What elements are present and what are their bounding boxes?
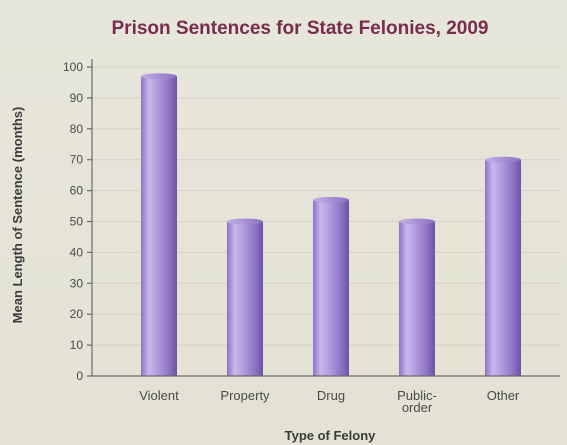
y-tick-label-70: 70 — [70, 153, 84, 167]
y-tick-label-90: 90 — [70, 91, 84, 105]
y-tick-label-10: 10 — [70, 338, 84, 352]
x-tick-label-2: Drug — [317, 388, 345, 403]
y-tick-label-100: 100 — [63, 60, 83, 74]
x-tick-label-3-line-0: Public- — [397, 388, 437, 403]
bar-4 — [485, 159, 521, 376]
y-tick-label-20: 20 — [70, 307, 84, 321]
bar-1 — [227, 221, 263, 376]
bar-top-2 — [313, 196, 349, 203]
y-tick-label-30: 30 — [70, 276, 84, 290]
bar-top-0 — [141, 73, 177, 80]
y-axis-title: Mean Length of Sentence (months) — [10, 107, 25, 324]
y-tick-label-50: 50 — [70, 215, 84, 229]
chart-title: Prison Sentences for State Felonies, 200… — [112, 18, 489, 39]
x-tick-label-4: Other — [487, 388, 520, 403]
bars-layer — [141, 73, 521, 377]
labels-layer: 0 10 20 30 40 50 60 70 80 90 100 Violent Property Dru… — [63, 60, 520, 415]
x-tick-label-3-line-1: order — [402, 400, 433, 415]
bar-top-4 — [485, 156, 521, 163]
bar-top-3 — [399, 218, 435, 225]
bar-0 — [141, 76, 177, 377]
axis-layer — [87, 59, 560, 377]
y-tick-label-60: 60 — [70, 184, 84, 198]
x-tick-label-1: Property — [220, 388, 270, 403]
y-tick-label-0: 0 — [76, 369, 83, 383]
y-tick-label-80: 80 — [70, 122, 84, 136]
y-tick-label-40: 40 — [70, 245, 84, 259]
x-axis-title: Type of Felony — [285, 428, 377, 443]
x-tick-label-0: Violent — [139, 388, 179, 403]
bar-top-1 — [227, 218, 263, 225]
bar-3 — [399, 221, 435, 376]
bar-2 — [313, 199, 349, 376]
